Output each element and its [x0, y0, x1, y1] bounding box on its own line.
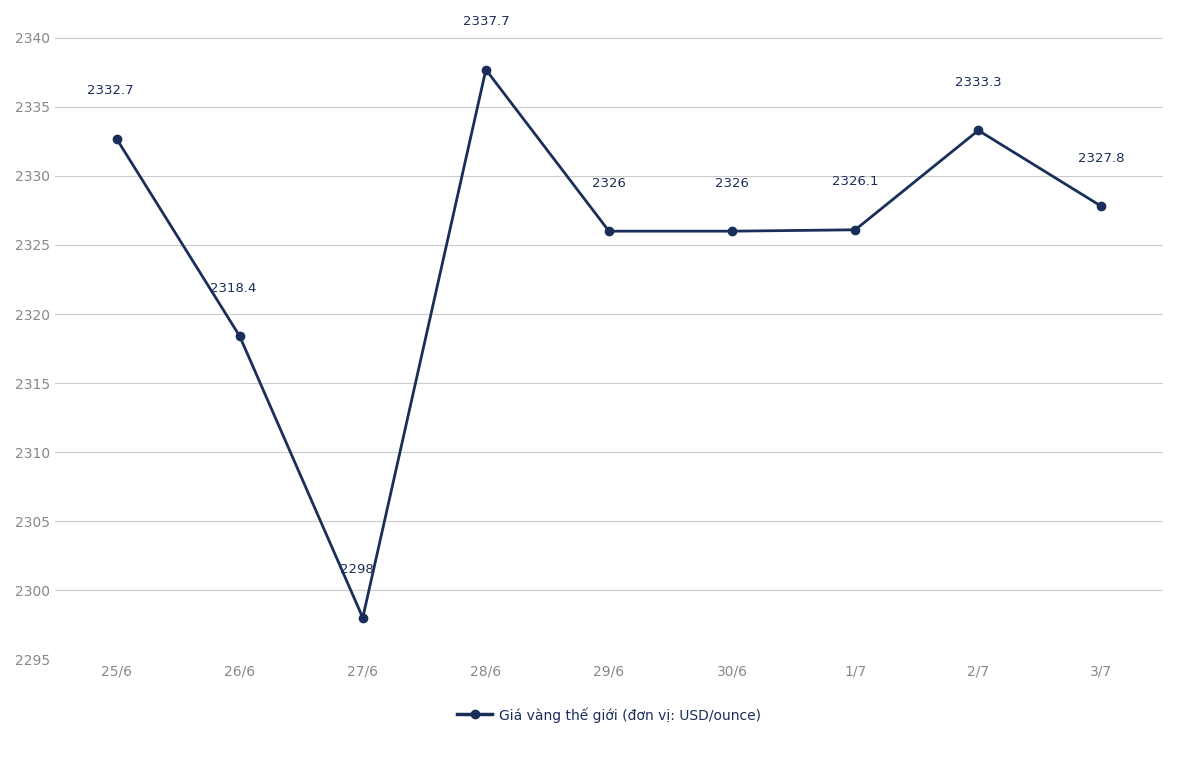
Giá vàng thế giới (đơn vị: USD/ounce): (8, 2.33e+03): USD/ounce): (8, 2.33e+03) [1094, 202, 1108, 211]
Text: 2298: 2298 [339, 563, 373, 576]
Legend: Giá vàng thế giới (đơn vị: USD/ounce): Giá vàng thế giới (đơn vị: USD/ounce) [451, 702, 767, 728]
Giá vàng thế giới (đơn vị: USD/ounce): (2, 2.3e+03): USD/ounce): (2, 2.3e+03) [356, 613, 370, 622]
Text: 2326: 2326 [715, 177, 749, 190]
Giá vàng thế giới (đơn vị: USD/ounce): (6, 2.33e+03): USD/ounce): (6, 2.33e+03) [848, 225, 862, 234]
Text: 2327.8: 2327.8 [1078, 152, 1125, 165]
Text: 2326.1: 2326.1 [832, 175, 879, 188]
Text: 2332.7: 2332.7 [87, 84, 133, 97]
Giá vàng thế giới (đơn vị: USD/ounce): (7, 2.33e+03): USD/ounce): (7, 2.33e+03) [972, 126, 986, 135]
Giá vàng thế giới (đơn vị: USD/ounce): (5, 2.33e+03): USD/ounce): (5, 2.33e+03) [724, 226, 739, 236]
Giá vàng thế giới (đơn vị: USD/ounce): (4, 2.33e+03): USD/ounce): (4, 2.33e+03) [602, 226, 616, 236]
Text: 2326: 2326 [593, 177, 626, 190]
Giá vàng thế giới (đơn vị: USD/ounce): (0, 2.33e+03): USD/ounce): (0, 2.33e+03) [110, 134, 124, 143]
Text: 2337.7: 2337.7 [463, 16, 509, 28]
Giá vàng thế giới (đơn vị: USD/ounce): (1, 2.32e+03): USD/ounce): (1, 2.32e+03) [232, 331, 246, 341]
Text: 2333.3: 2333.3 [955, 76, 1001, 89]
Text: 2318.4: 2318.4 [211, 282, 257, 295]
Line: Giá vàng thế giới (đơn vị: USD/ounce): Giá vàng thế giới (đơn vị: USD/ounce) [112, 65, 1106, 622]
Giá vàng thế giới (đơn vị: USD/ounce): (3, 2.34e+03): USD/ounce): (3, 2.34e+03) [478, 65, 492, 75]
